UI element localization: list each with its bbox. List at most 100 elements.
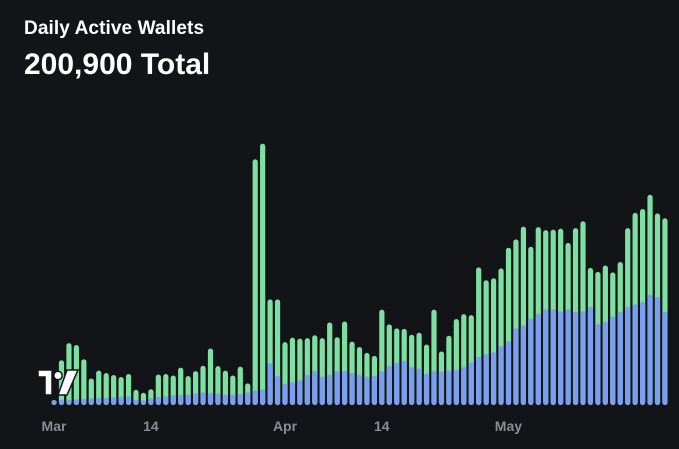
bar-lower-segment [178,394,184,405]
bar-upper-segment [252,159,258,405]
bar-lower-segment [453,369,459,405]
bar-lower-segment [528,318,534,405]
bar-lower-segment [632,304,638,405]
bar-lower-segment [625,306,631,405]
x-tick-label: 14 [374,418,390,434]
bar-lower-segment [140,400,147,405]
bar-upper-segment [88,378,94,405]
bar-lower-segment [587,306,594,405]
bar-upper-segment [96,370,102,405]
bar-lower-segment [476,356,482,405]
bar-lower-segment [297,379,303,405]
bar-lower-segment [550,309,556,405]
chart-title: Daily Active Wallets [24,18,205,39]
bar-lower-segment [334,371,340,405]
bar-lower-segment [520,325,526,405]
bar-lower-segment [401,360,407,405]
bar-lower-segment [304,374,310,405]
bar-lower-segment [543,309,549,405]
bar-lower-segment [491,351,497,405]
bar-lower-segment [602,321,608,405]
bar-lower-segment [386,365,392,405]
x-tick-label: May [495,418,522,434]
x-tick-label: Apr [273,418,298,434]
bar-lower-segment [654,296,661,405]
bar-lower-segment [505,341,512,405]
bar-lower-segment [438,371,445,405]
bar-lower-segment [245,392,251,405]
bar-lower-segment [237,393,243,405]
bar-lower-segment [252,390,258,405]
bar-lower-segment [356,374,363,405]
bar-lower-segment [312,370,318,405]
bar-lower-segment [572,311,579,405]
bar-lower-segment [148,398,154,405]
bar-lower-segment [647,294,653,405]
bar-lower-segment [58,399,65,405]
bar-lower-segment [580,311,586,405]
bar-lower-segment [558,311,564,405]
bar-lower-segment [371,375,377,405]
bar-lower-segment [163,396,169,405]
bar-lower-segment [222,394,228,405]
bar-lower-segment [662,311,668,405]
bar-lower-segment [103,397,109,405]
bar-lower-segment [207,392,214,405]
x-tick-label: 14 [143,418,159,434]
bar-lower-segment [267,363,273,405]
bar-lower-segment [565,309,571,405]
bar-upper-segment [81,359,87,405]
bar-lower-segment [379,371,385,405]
bar-lower-segment [66,399,72,405]
bar-lower-segment [409,366,415,405]
bar-lower-segment [535,313,541,405]
bar-lower-segment [394,362,400,405]
x-tick-label: Mar [42,418,67,434]
bar-lower-segment [51,400,57,405]
bar-lower-segment [193,393,199,405]
bar-lower-segment [133,399,139,405]
bar-lower-segment [416,368,422,405]
bar-lower-segment [640,301,646,405]
bar-lower-segment [274,375,281,405]
bar-lower-segment [200,392,206,405]
bar-lower-segment [446,370,452,405]
bar-lower-segment [483,353,489,405]
bar-lower-segment [282,383,288,405]
bar-lower-segment [260,389,266,405]
bar-lower-segment [111,397,117,405]
bar-lower-segment [431,370,437,405]
bar-lower-segment [289,381,296,405]
bar-lower-segment [96,397,102,405]
bar-lower-segment [349,372,355,405]
bar-lower-segment [617,311,623,405]
bar-upper-segment [103,373,109,405]
bar-lower-segment [215,393,221,405]
chart-total-value: 200,900 Total [24,48,211,81]
bar-lower-segment [155,396,161,405]
bar-lower-segment [423,373,430,405]
bar-lower-segment [327,374,333,405]
bar-lower-segment [364,376,370,405]
bar-lower-segment [461,366,467,405]
bar-lower-segment [595,323,601,405]
bar-lower-segment [73,399,79,405]
bar-series-group [51,143,668,405]
bar-lower-segment [468,362,474,405]
bar-lower-segment [170,395,176,405]
bar-lower-segment [125,396,132,405]
bar-lower-segment [319,376,325,405]
tradingview-logo-icon [36,367,80,397]
bar-lower-segment [88,398,94,405]
bar-lower-segment [185,394,191,405]
bar-lower-segment [342,370,348,405]
bar-lower-segment [81,398,87,405]
bar-upper-segment [260,143,266,405]
bar-lower-segment [498,346,504,405]
x-axis-ticks: Mar 14 Apr 14 May [42,418,523,434]
bar-lower-segment [118,396,124,405]
bar-lower-segment [230,394,236,405]
bar-lower-segment [610,316,616,405]
bar-upper-segment [207,348,214,405]
